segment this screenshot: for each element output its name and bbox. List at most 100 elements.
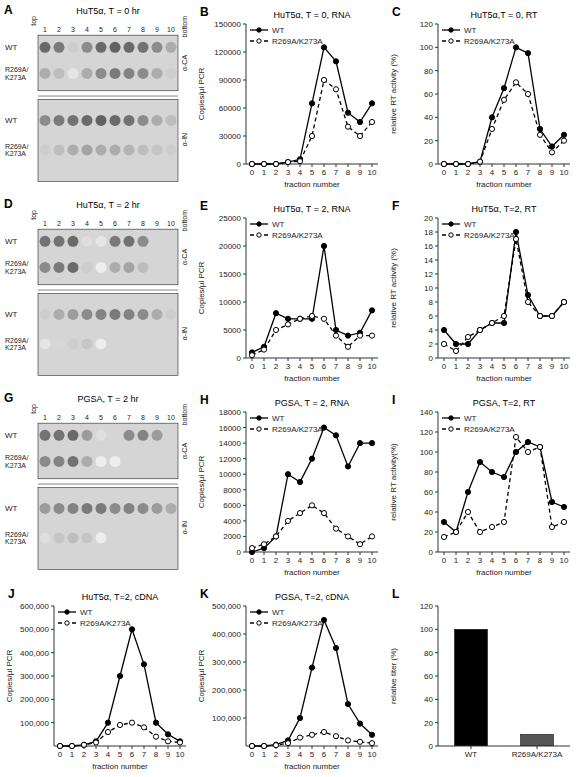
x-tick	[348, 746, 349, 749]
y-tick-label: 300,000	[20, 672, 49, 681]
legend-label: R269A/K273A	[464, 37, 515, 46]
series-marker	[561, 138, 566, 143]
series-marker	[141, 662, 146, 667]
series-marker	[561, 519, 566, 524]
x-tick-label: 1	[70, 750, 75, 759]
lane-label: 6	[113, 220, 117, 227]
y-tick-label: 120	[420, 602, 434, 611]
y-axis-line	[438, 412, 439, 552]
y-tick	[243, 427, 246, 428]
series-line	[444, 437, 564, 537]
blot-direction-label: top	[30, 210, 38, 220]
x-tick-label: 7	[334, 362, 339, 371]
x-tick-label: 7	[334, 556, 339, 565]
x-tick	[276, 358, 277, 361]
series-marker	[357, 441, 362, 446]
row-label-line: K273A	[5, 150, 26, 157]
blot-direction-label: top	[30, 404, 38, 414]
series-marker	[261, 161, 266, 166]
x-tick-label: 2	[466, 362, 471, 371]
series-marker	[117, 722, 122, 727]
row-label-line: R269A/	[5, 337, 28, 344]
band	[40, 115, 51, 126]
legend-label: WT	[464, 414, 477, 423]
legend: WTR269A/K273A	[250, 608, 323, 628]
series-marker	[465, 161, 470, 166]
y-tick	[435, 288, 438, 289]
band	[138, 338, 149, 349]
series-marker	[285, 160, 290, 165]
y-tick-label: 60	[424, 672, 433, 681]
x-tick-label: 0	[442, 168, 447, 177]
band	[138, 532, 149, 543]
series-marker	[525, 292, 530, 297]
band	[166, 309, 177, 320]
blot-background	[38, 100, 178, 182]
band	[166, 456, 177, 467]
x-tick-label: 7	[142, 750, 147, 759]
y-tick	[243, 274, 246, 275]
series-marker	[477, 159, 482, 164]
band	[82, 42, 93, 53]
legend: WTR269A/K273A	[442, 414, 515, 434]
x-tick	[132, 746, 133, 749]
series-marker	[441, 161, 446, 166]
blot-direction-label: bottom	[181, 404, 188, 426]
panel-letter: F	[392, 199, 399, 213]
x-tick-label: 5	[310, 556, 315, 565]
band	[68, 262, 79, 273]
series-marker	[297, 479, 302, 484]
plot-area	[249, 243, 374, 357]
series-marker	[69, 743, 74, 748]
panel-letter: C	[392, 5, 401, 19]
plot-area	[249, 617, 374, 748]
y-tick	[243, 474, 246, 475]
series-line	[252, 620, 372, 746]
series-marker	[513, 434, 518, 439]
series-marker	[501, 313, 506, 318]
x-axis-label: fraction number	[476, 180, 532, 189]
band	[82, 236, 93, 247]
series-marker	[249, 743, 254, 748]
y-axis-label: Copies/µl PCR	[197, 649, 206, 702]
series-marker	[489, 320, 494, 325]
x-tick-label: 10	[176, 750, 185, 759]
y-tick	[243, 489, 246, 490]
y-tick	[243, 52, 246, 53]
x-tick-label: 5	[310, 362, 315, 371]
x-tick	[360, 358, 361, 361]
x-tick-label: R269A/K273A	[512, 750, 563, 759]
band	[40, 503, 51, 514]
x-tick-label: 10	[560, 168, 569, 177]
band	[124, 144, 135, 155]
plot-area	[57, 627, 182, 749]
x-tick-label: 0	[250, 556, 255, 565]
series-marker	[441, 341, 446, 346]
legend-swatch-marker	[257, 427, 261, 431]
line-panel: BHuT5α, T = 0, RNA012345678910fraction n…	[197, 5, 378, 189]
x-tick-label: 2	[466, 168, 471, 177]
y-tick	[435, 746, 438, 747]
series-line	[252, 47, 372, 164]
y-tick-label: 6	[429, 312, 434, 321]
lane-label: 7	[127, 26, 131, 33]
y-tick-label: 0	[237, 160, 242, 169]
y-axis-line	[246, 412, 247, 552]
x-tick	[444, 552, 445, 555]
y-tick-label: 16000	[219, 424, 242, 433]
legend-swatch-marker	[257, 39, 261, 43]
y-tick	[435, 676, 438, 677]
x-tick	[552, 164, 553, 167]
row-label: R269A/K273A	[5, 337, 28, 352]
band	[166, 262, 177, 273]
x-tick-label: 7	[526, 362, 531, 371]
series-marker	[297, 316, 302, 321]
series-marker	[261, 743, 266, 748]
series-marker	[309, 732, 314, 737]
series-marker	[141, 725, 146, 730]
x-tick	[312, 746, 313, 749]
series-marker	[333, 333, 338, 338]
x-tick	[492, 164, 493, 167]
x-tick	[492, 358, 493, 361]
y-tick	[435, 274, 438, 275]
